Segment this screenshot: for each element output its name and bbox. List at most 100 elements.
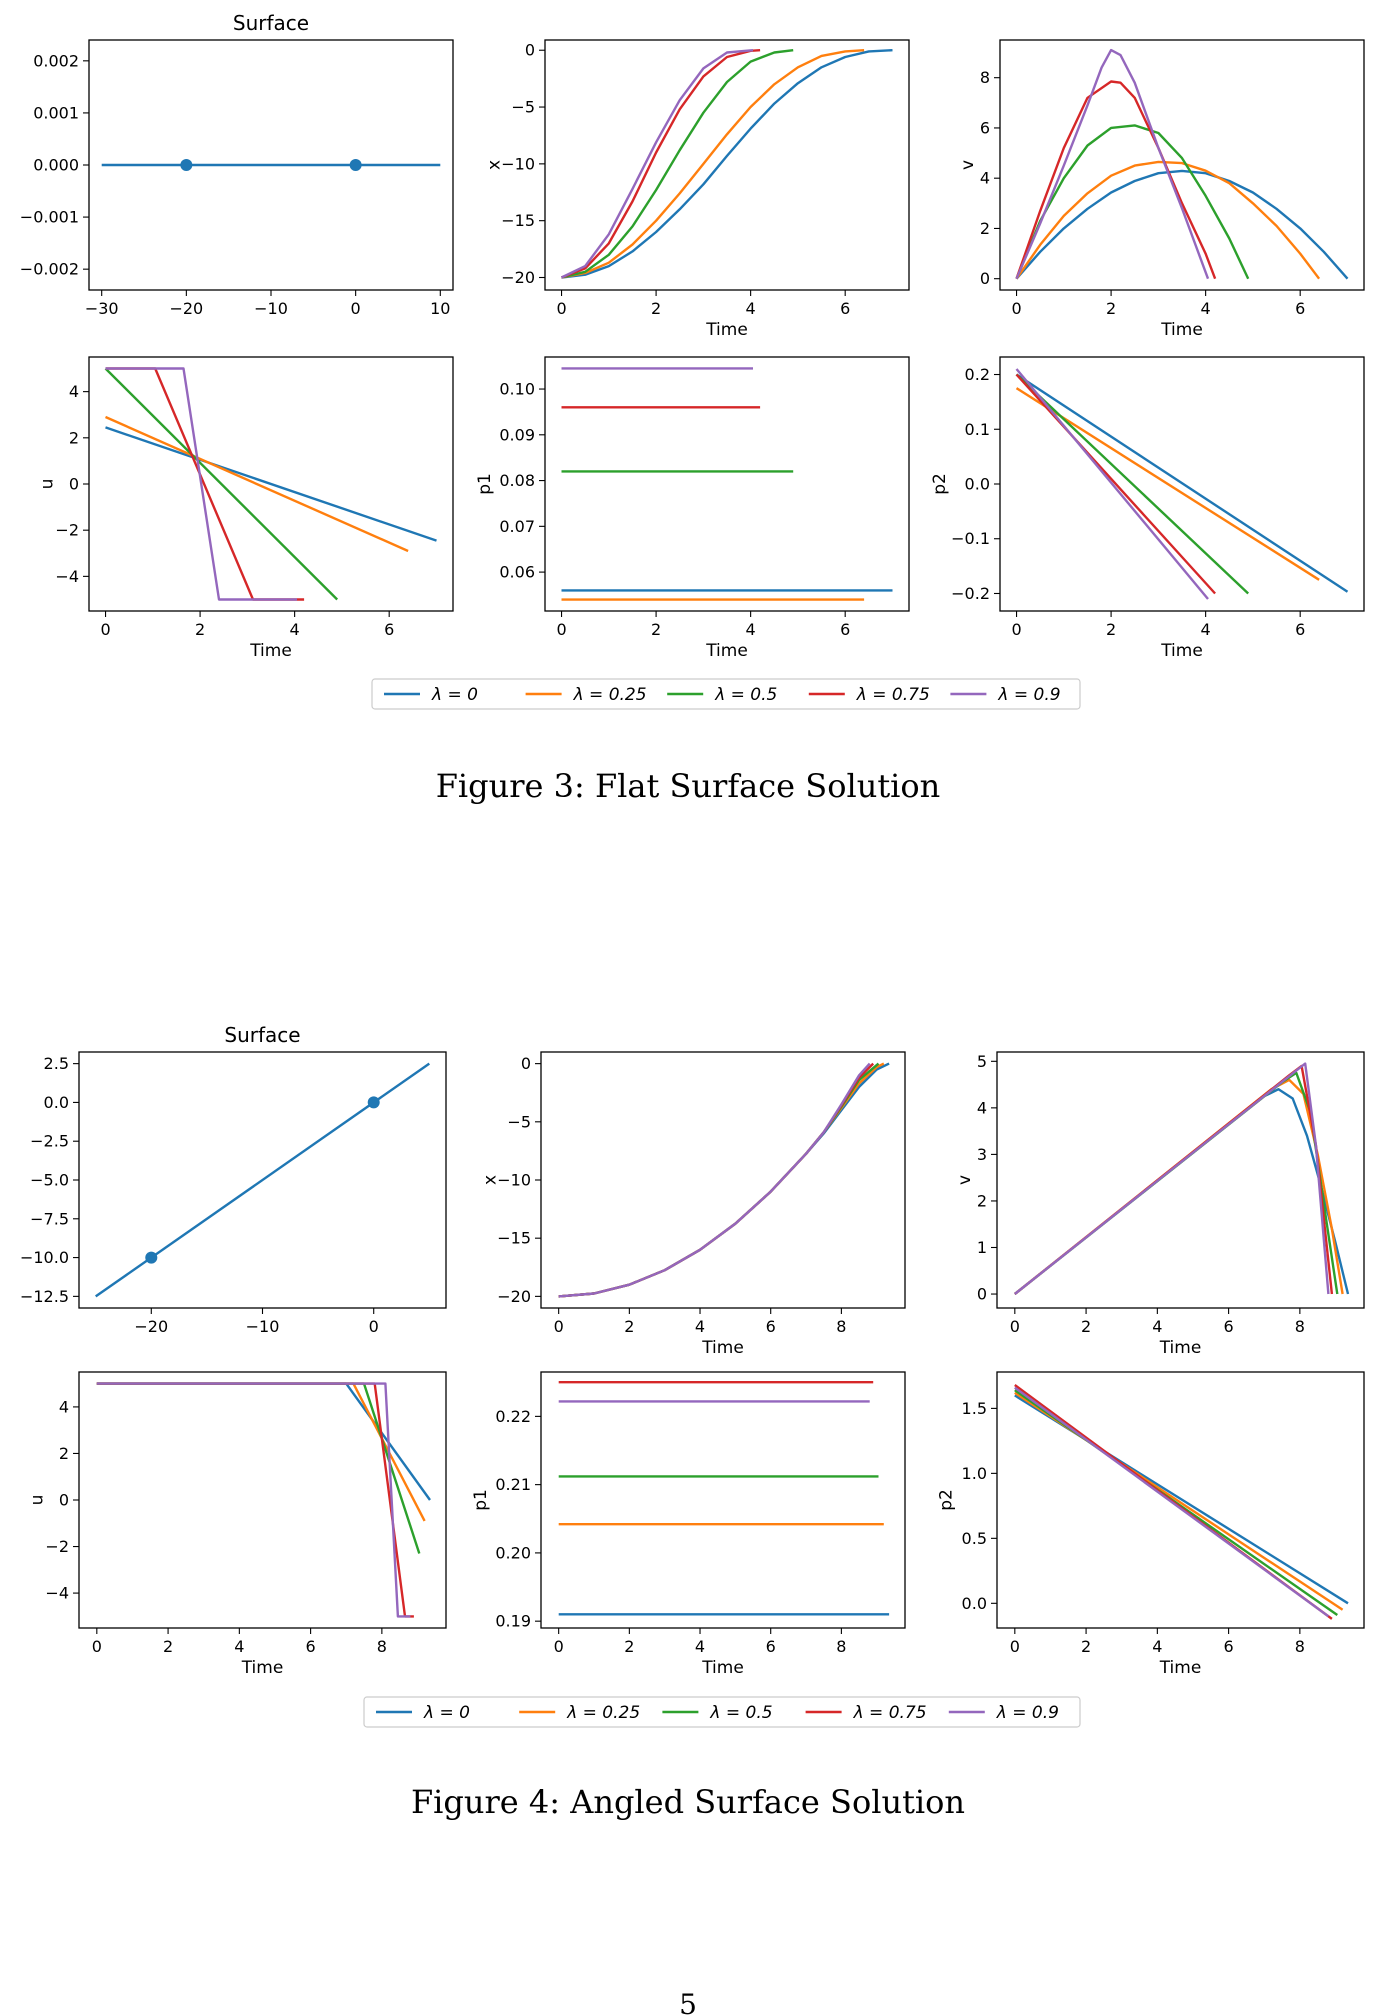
series-line-2 (561, 49, 865, 279)
y-axis-label: p2 (930, 473, 950, 495)
legend-label: λ = 0.25 (566, 1703, 640, 1723)
y-tick-label: −10 (501, 154, 535, 173)
x-tick-label: 0 (554, 1637, 564, 1656)
x-tick-label: 2 (1106, 620, 1116, 639)
legend-frame (363, 1696, 1081, 1728)
y-tick-label: −15 (501, 211, 535, 230)
y-tick-label: 0 (525, 41, 535, 60)
x-tick-label: 2 (1081, 1317, 1091, 1336)
series-line-2 (1015, 387, 1320, 581)
y-tick-label: 0.000 (33, 156, 79, 175)
series-line-5 (105, 367, 297, 601)
x-tick-label: 8 (1295, 1317, 1305, 1336)
x-tick-label: 4 (746, 299, 756, 318)
x-tick-label: 0 (1011, 620, 1021, 639)
x-tick-label: 6 (840, 620, 850, 639)
y-tick-label: 0.0 (44, 1093, 69, 1112)
y-tick-label: 0 (977, 1285, 987, 1304)
x-tick-label: −30 (85, 299, 119, 318)
y-tick-label: 0 (980, 269, 990, 288)
chart-panel-8: 0 2 4 6 8 −20 −15 −10 −5 0 Time x (480, 1051, 906, 1358)
x-tick-label: 2 (195, 620, 205, 639)
legend-frame (371, 678, 1081, 710)
y-axis-label: x (484, 160, 504, 170)
y-axis-label: v (958, 160, 978, 170)
x-tick-label: 0 (1011, 299, 1021, 318)
x-tick-label: 2 (1106, 299, 1116, 318)
y-tick-label: −20 (501, 268, 535, 287)
y-tick-label: 6 (980, 118, 990, 137)
y-tick-label: 0.07 (499, 517, 535, 536)
plot-frame (999, 39, 1365, 291)
y-tick-label: 1 (977, 1238, 987, 1257)
x-tick-label: −20 (134, 1317, 168, 1336)
y-tick-label: −10.0 (20, 1248, 69, 1267)
x-tick-label: 0 (1010, 1637, 1020, 1656)
y-tick-label: 0.20 (495, 1543, 531, 1562)
x-tick-label: 8 (836, 1317, 846, 1336)
x-tick-label: 0 (369, 1317, 379, 1336)
legend-label: λ = 0.9 (997, 685, 1060, 705)
series-line-5 (560, 49, 754, 279)
y-tick-label: −2 (45, 1537, 69, 1556)
y-tick-label: 3 (977, 1145, 987, 1164)
chart-panel-4: 0 2 4 6 −4 −2 0 2 4 Time u (38, 356, 454, 661)
x-tick-label: 0 (554, 1317, 564, 1336)
series-line-5 (1015, 48, 1210, 280)
x-tick-label: −10 (254, 299, 288, 318)
y-tick-label: 2 (59, 1444, 69, 1463)
x-tick-label: 6 (1295, 299, 1305, 318)
legend-label: λ = 0.75 (853, 1703, 927, 1723)
x-axis-label: Time (1159, 1338, 1202, 1358)
plot-frame (544, 39, 910, 291)
surface-point-marker-2 (349, 159, 362, 171)
surface-point-marker-1 (180, 159, 193, 171)
y-tick-label: 0.002 (33, 51, 79, 70)
y-tick-label: 0.1 (965, 420, 990, 439)
x-tick-label: −10 (246, 1317, 280, 1336)
x-tick-label: 4 (1152, 1317, 1162, 1336)
series-line-4 (561, 49, 761, 279)
series-line-1 (1015, 373, 1349, 593)
legend-label: λ = 0.75 (856, 685, 930, 705)
y-tick-label: 0.001 (33, 103, 79, 122)
y-tick-label: 0.08 (499, 471, 535, 490)
x-tick-label: 8 (1295, 1637, 1305, 1656)
series-line-4 (1015, 373, 1216, 595)
x-axis-label: Time (1159, 1658, 1202, 1678)
y-tick-label: −10 (497, 1171, 531, 1190)
y-tick-label: −12.5 (20, 1287, 69, 1306)
x-tick-label: 2 (624, 1637, 634, 1656)
x-tick-label: 0 (556, 620, 566, 639)
panel-title: Surface (233, 11, 309, 35)
y-tick-label: 2.5 (44, 1054, 69, 1073)
chart-panel-9: 0 2 4 6 8 0 1 2 3 4 5 Time v (955, 1051, 1365, 1358)
series-line-2 (1014, 1078, 1344, 1295)
chart-panel-10: 0 2 4 6 8 −4 −2 0 2 4 Time u (28, 1371, 447, 1678)
figure-3-caption: Figure 3: Flat Surface Solution (436, 767, 941, 805)
series-line-3 (1015, 373, 1250, 595)
series-line-4 (558, 1062, 875, 1298)
series-line-5 (1015, 368, 1209, 600)
x-tick-label: 4 (1201, 299, 1211, 318)
x-tick-label: 6 (1224, 1637, 1234, 1656)
y-tick-label: −0.1 (951, 529, 990, 548)
series-line-3 (104, 367, 339, 601)
plot-frame (996, 1051, 1365, 1309)
x-axis-label: Time (249, 641, 292, 661)
legend-label: λ = 0 (431, 685, 478, 705)
series-line-1 (1015, 169, 1349, 280)
figure-4-caption: Figure 4: Angled Surface Solution (411, 1783, 965, 1821)
y-tick-label: 4 (980, 169, 990, 188)
y-tick-label: −5.0 (30, 1171, 69, 1190)
x-tick-label: 10 (430, 299, 450, 318)
series-line-2 (558, 1062, 885, 1298)
y-tick-label: −4 (45, 1584, 69, 1603)
x-tick-label: 4 (695, 1317, 705, 1336)
y-tick-label: 0.22 (495, 1407, 531, 1426)
y-tick-label: 0 (69, 475, 79, 494)
panel-title: Surface (224, 1023, 300, 1047)
plot-frame (544, 356, 910, 612)
